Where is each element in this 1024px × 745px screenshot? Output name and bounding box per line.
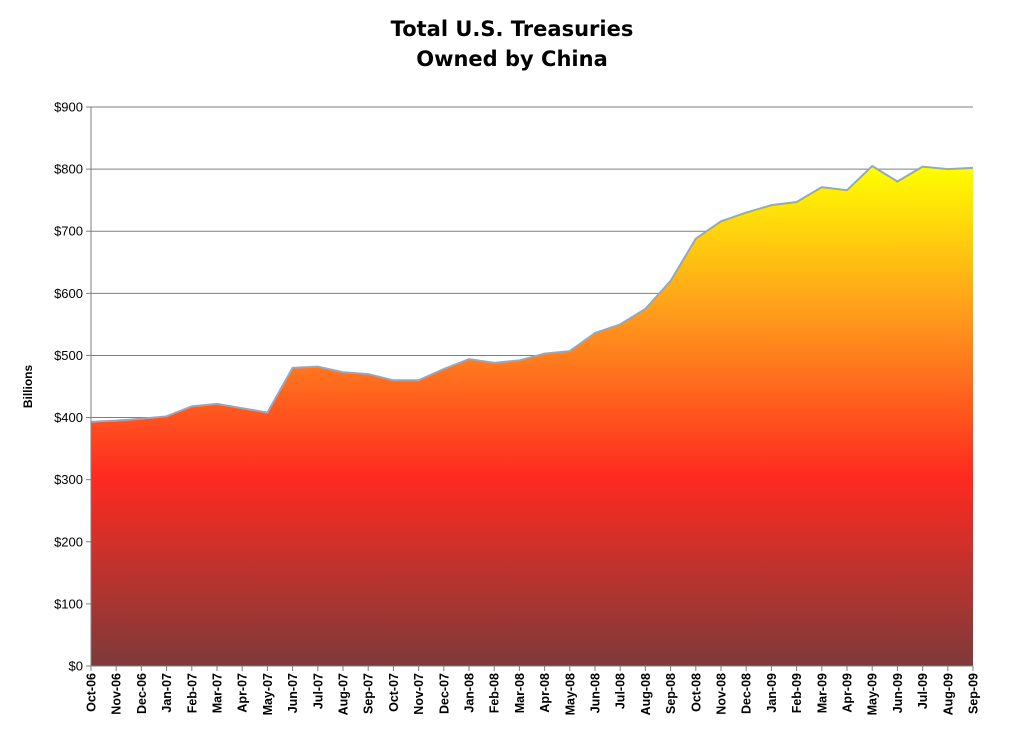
x-tick-label: May-09 (866, 673, 880, 715)
x-tick-label: Mar-07 (211, 673, 225, 713)
y-tick-label: $200 (54, 534, 83, 549)
x-tick-label: Dec-06 (135, 673, 149, 714)
x-tick-label: Apr-07 (236, 673, 250, 713)
x-tick-label: Jul-08 (614, 673, 628, 709)
x-tick-label: Jul-09 (916, 673, 930, 709)
x-tick-label: Dec-07 (437, 673, 451, 714)
y-axis: $0 $100 $200 $300 $400 $500 $600 $700 $800 $900 (54, 100, 92, 674)
x-tick-label: Feb-09 (790, 673, 804, 713)
x-tick-label: May-08 (563, 673, 577, 715)
chart-title-block: Total U.S. Treasuries Owned by China (0, 14, 1024, 74)
x-tick-label: May-07 (261, 673, 275, 715)
x-tick-label: Mar-08 (513, 673, 527, 713)
area-fill (91, 166, 973, 666)
x-tick-label: Aug-07 (337, 673, 351, 715)
x-tick-label: Oct-07 (387, 673, 401, 712)
plot-area (90, 164, 974, 666)
x-tick-label: Jun-08 (589, 673, 603, 713)
chart-subtitle: Owned by China (416, 47, 608, 71)
x-tick-label: Dec-08 (740, 673, 754, 714)
x-tick-label: Jun-09 (891, 673, 905, 713)
x-tick-label: Jan-09 (765, 673, 779, 713)
x-tick-label: Jun-07 (286, 673, 300, 713)
series-line (90, 164, 974, 423)
x-tick-label: Sep-08 (664, 673, 678, 714)
y-tick-label: $600 (54, 286, 83, 301)
x-tick-label: Aug-08 (639, 673, 653, 715)
x-tick-label: Aug-09 (941, 673, 955, 715)
y-tick-label: $500 (54, 348, 83, 363)
x-tick-label: Mar-09 (815, 673, 829, 713)
y-tick-label: $900 (54, 100, 83, 115)
chart-title: Total U.S. Treasuries (390, 17, 634, 41)
y-tick-label: $400 (54, 410, 83, 425)
x-tick-label: Jul-07 (311, 673, 325, 709)
x-tick-label: Jan-08 (463, 673, 477, 713)
x-tick-label: Sep-07 (362, 673, 376, 714)
x-tick-label: Nov-08 (715, 673, 729, 715)
x-tick-label: Apr-09 (841, 673, 855, 713)
y-tick-label: $700 (54, 224, 83, 239)
x-tick-label: Oct-06 (85, 673, 99, 712)
y-tick-label: $800 (54, 162, 83, 177)
x-tick-label: Sep-09 (967, 673, 981, 714)
x-tick-label: Jan-07 (160, 673, 174, 713)
y-axis-label: Billions (21, 365, 35, 409)
x-tick-label: Apr-08 (538, 673, 552, 713)
y-tick-label: $0 (69, 659, 83, 674)
y-tick-label: $100 (54, 596, 83, 611)
x-tick-label: Nov-07 (412, 673, 426, 715)
x-tick-label: Feb-08 (488, 673, 502, 713)
x-tick-label: Feb-07 (185, 673, 199, 713)
x-tick-label: Nov-06 (110, 673, 124, 715)
x-tick-label: Oct-08 (689, 673, 703, 712)
x-axis: Oct-06 Nov-06 Dec-06 Jan-07 Feb-07 Mar-07 Apr-… (85, 665, 981, 715)
y-tick-label: $300 (54, 472, 83, 487)
